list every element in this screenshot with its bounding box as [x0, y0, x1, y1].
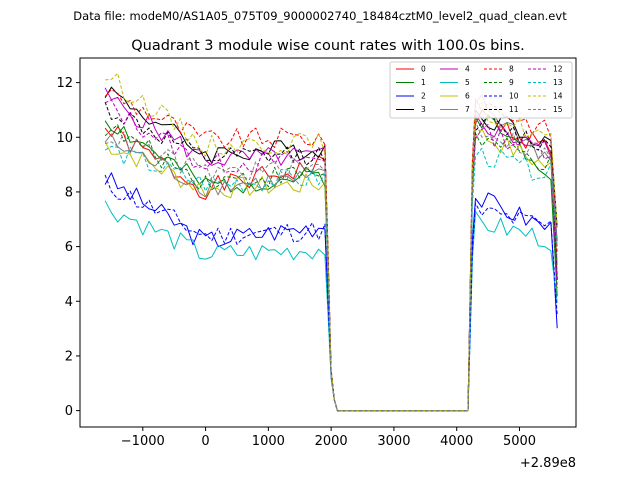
legend-label-7: 7 [465, 105, 470, 114]
legend-label-3: 3 [421, 105, 426, 114]
x-offset-label: +2.89e8 [520, 456, 576, 471]
x-axis: −1000 0 1000 2000 3000 4000 5000 [121, 427, 536, 449]
y-axis: 0 2 4 6 8 10 12 [56, 76, 80, 419]
series-line-10 [104, 174, 558, 412]
data-file-label: Data file: modeM0/AS1A05_075T09_90000027… [73, 9, 567, 23]
x-tick-label: 3000 [377, 434, 410, 449]
legend-label-12: 12 [553, 65, 563, 74]
y-tick-label: 10 [56, 131, 73, 146]
legend-label-4: 4 [465, 65, 470, 74]
x-tick-label: 4000 [440, 434, 473, 449]
legend-label-9: 9 [509, 78, 514, 87]
series-line-14 [105, 72, 558, 412]
series-line-9 [104, 124, 558, 412]
series-line-15 [104, 120, 558, 412]
legend-label-1: 1 [421, 78, 426, 87]
series-line-11 [104, 101, 558, 412]
series-line-0 [104, 109, 558, 412]
series-line-7 [104, 94, 558, 412]
x-tick-label: 5000 [503, 434, 536, 449]
series-line-5 [104, 200, 558, 412]
legend-label-11: 11 [509, 105, 519, 114]
series-layer [104, 72, 558, 412]
legend-label-5: 5 [465, 78, 470, 87]
x-tick-label: 0 [201, 434, 209, 449]
x-tick-label: 1000 [252, 434, 285, 449]
plot-frame [79, 57, 577, 428]
legend-label-14: 14 [553, 92, 563, 101]
legend-label-10: 10 [509, 92, 519, 101]
x-tick-label: 2000 [315, 434, 348, 449]
y-tick-label: 8 [65, 185, 73, 200]
series-line-2 [104, 172, 558, 412]
series-line-13 [104, 145, 558, 412]
legend-label-6: 6 [465, 92, 470, 101]
legend-label-2: 2 [421, 92, 426, 101]
legend-label-15: 15 [553, 105, 563, 114]
series-line-3 [104, 86, 558, 412]
y-tick-label: 4 [65, 295, 73, 310]
y-tick-label: 12 [56, 76, 73, 91]
chart-title: Quadrant 3 module wise count rates with … [131, 38, 525, 54]
legend-label-0: 0 [421, 65, 426, 74]
legend-label-8: 8 [509, 65, 514, 74]
y-tick-label: 6 [65, 240, 73, 255]
legend-label-13: 13 [553, 78, 563, 87]
y-tick-label: 2 [65, 349, 73, 364]
legend-frame [389, 61, 573, 119]
y-tick-label: 0 [65, 404, 73, 419]
x-tick-label: −1000 [121, 434, 165, 449]
